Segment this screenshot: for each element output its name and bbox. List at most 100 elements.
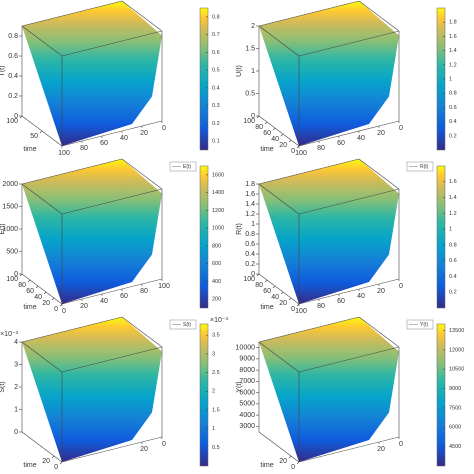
y-tick [59, 461, 63, 465]
z-tick-label: 1.6 [245, 191, 255, 198]
colorbar-tick-label: 1 [212, 426, 215, 432]
panel: 00.511.52U(t)100806040200020406080100tim… [236, 0, 457, 157]
x-axis-label: time [23, 146, 36, 153]
z-tick-label: 0.4 [245, 251, 255, 258]
colorbar-tick-label: 13500 [449, 328, 464, 334]
colorbar-tick-label: 9000 [449, 386, 461, 392]
box-edge [61, 436, 163, 463]
colorbar [436, 323, 446, 467]
x-tick-label: 60 [120, 293, 128, 300]
x-tick-label: 40 [100, 298, 108, 305]
colorbar-tick-label: 1.6 [449, 179, 457, 185]
colorbar [199, 7, 209, 151]
colorbar-tick-label: 3.5 [212, 333, 220, 339]
z-tick-label: 3000 [239, 423, 255, 430]
z-tick-label: 0.4 [8, 73, 18, 80]
y-tick-label: 80 [255, 282, 263, 289]
x-tick-label: 0 [399, 283, 403, 290]
colorbar-tick-label: 800 [212, 243, 221, 249]
z-tick-label: 6000 [239, 389, 255, 396]
box-edge [21, 158, 123, 185]
box-edge [21, 183, 63, 215]
colorbar-tick-label: 0.5 [212, 445, 220, 451]
colorbar-tick-label: 400 [212, 279, 221, 285]
box-edge [121, 158, 163, 190]
box-edge [258, 183, 300, 215]
y-tick [39, 130, 43, 134]
box-edge [298, 30, 400, 57]
colorbar-tick-label: 0.2 [449, 290, 457, 296]
colorbar-tick-label: 0.2 [449, 133, 457, 139]
z-tick-label: 0.6 [8, 53, 18, 60]
x-tick-label: 40 [120, 135, 128, 142]
z-tick-label: 10000 [236, 344, 256, 351]
z-tick-label: 0.5 [245, 90, 255, 97]
colorbar-tick-label: 1000 [212, 226, 224, 232]
x-tick-label: 0 [399, 441, 403, 448]
legend-label: Y(t) [420, 322, 428, 328]
y-tick-label: 60 [26, 288, 34, 295]
y-tick [296, 145, 300, 149]
y-tick [280, 291, 284, 295]
box-edge [298, 188, 400, 215]
box-edge [61, 278, 163, 305]
box-edge [61, 346, 163, 373]
x-axis-label: time [23, 304, 36, 311]
colorbar-tick-label: 1 [449, 227, 452, 233]
box-edge [61, 188, 163, 215]
box-edge [258, 316, 360, 343]
colorbar-tick-label: 1.4 [449, 195, 457, 201]
z-tick-label: 3 [14, 361, 18, 368]
colorbar-tick-label: 0.6 [212, 50, 220, 56]
panel: 0500100015002000E(t)02040608010002040608… [0, 158, 224, 315]
y-tick [272, 127, 276, 131]
x-axis-label: time [260, 462, 273, 469]
z-tick-label: 0 [14, 271, 18, 278]
z-tick-label: 0.2 [8, 93, 18, 100]
colorbar-tick-label: 0.8 [212, 14, 220, 20]
y-tick-label: 60 [263, 130, 271, 137]
y-tick [256, 273, 260, 277]
x-tick-label: 80 [80, 145, 88, 152]
z-tick-label: 1.5 [245, 45, 255, 52]
z-tick-label: 1.8 [245, 181, 255, 188]
y-tick-label: 0 [291, 148, 295, 155]
z-tick-label: 0 [251, 113, 255, 120]
colorbar-tick-label: 0.8 [449, 91, 457, 97]
x-tick-label: 100 [58, 150, 70, 157]
surface [259, 317, 399, 462]
y-tick [27, 279, 31, 283]
z-tick-label: 2 [14, 384, 18, 391]
x-tick-label: 60 [100, 140, 108, 147]
colorbar-tick-label: 0.4 [449, 119, 457, 125]
colorbar-tick-label: 1 [449, 76, 452, 82]
y-tick [296, 461, 300, 465]
colorbar-tick-label: 2 [212, 389, 215, 395]
z-tick-label: 1500 [2, 203, 18, 210]
y-tick-label: 100 [6, 276, 18, 283]
y-tick-label: 40 [271, 136, 279, 143]
z-tick-label: 0 [14, 429, 18, 436]
box-edge [21, 25, 63, 57]
panel: 0 1 2 3 4 S(t) ×10⁻³ 20 0 0 20 time 0.5 1 1.5 2 2.5 3 3.5 ×… [0, 316, 229, 471]
x-tick-label: 100 [295, 150, 307, 157]
box-edge [298, 436, 400, 463]
y-tick-label: 20 [279, 458, 287, 465]
x-tick-label: 20 [140, 446, 148, 453]
legend-box [406, 319, 434, 330]
z-tick-label: 1 [14, 406, 18, 413]
y-tick [264, 279, 268, 283]
colorbar-tick-label: 4500 [449, 444, 461, 450]
z-tick-label: 0 [14, 113, 18, 120]
z-tick-label: 0 [251, 271, 255, 278]
z-axis-label: E(t) [0, 223, 6, 234]
box-edge [298, 346, 400, 373]
colorbar-tick-label: 0.4 [449, 274, 457, 280]
y-tick [256, 115, 260, 119]
box-edge [21, 316, 123, 343]
box-edge [121, 0, 163, 32]
x-tick-label: 80 [317, 303, 325, 310]
box-edge [298, 278, 400, 305]
y-tick-label: 40 [34, 294, 42, 301]
colorbar-exponent: ×10⁻³ [210, 317, 229, 324]
